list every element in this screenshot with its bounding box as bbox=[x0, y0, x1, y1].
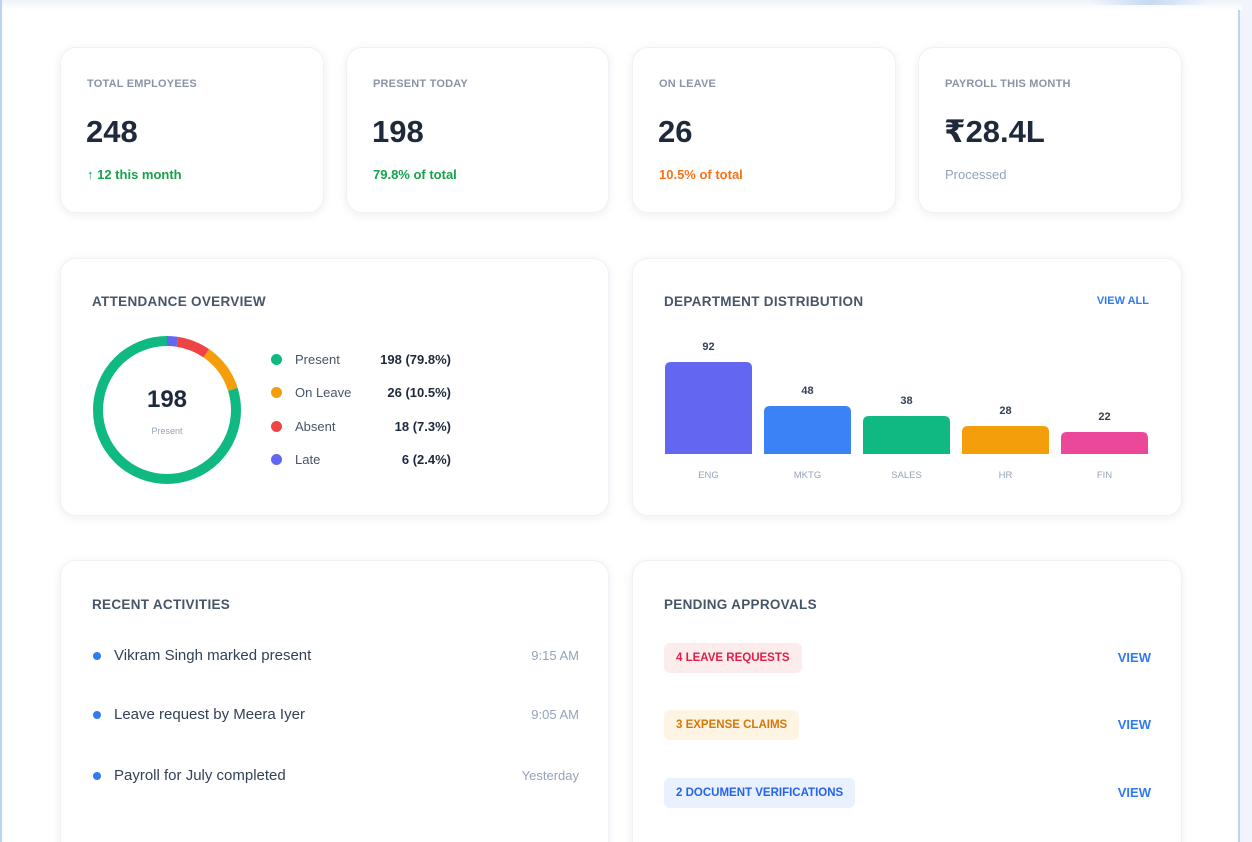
donut-segment-late bbox=[93, 336, 241, 484]
activity-item: Payroll for July completed Yesterday bbox=[93, 765, 579, 787]
top-accent bbox=[1090, 0, 1210, 5]
stat-value: 198 bbox=[372, 114, 424, 149]
bar-category-label: FIN bbox=[1097, 470, 1112, 481]
legend-label: Present bbox=[295, 352, 340, 367]
legend-label: Late bbox=[295, 452, 321, 467]
donut-center-value: 198 bbox=[146, 386, 188, 413]
approval-item-expense: 3 EXPENSE CLAIMS VIEW bbox=[664, 710, 1151, 740]
bar-value-label: 22 bbox=[1098, 411, 1110, 423]
bar-category-label: MKTG bbox=[794, 470, 821, 481]
bullet-dot bbox=[93, 711, 101, 719]
bar-fin bbox=[1061, 432, 1148, 454]
legend-label: On Leave bbox=[295, 385, 352, 400]
legend-item-on-leave: On Leave 26 (10.5%) bbox=[271, 383, 451, 403]
stat-sub: ↑ 12 this month bbox=[87, 167, 182, 182]
department-bar-chart: 92 ENG 48 MKTG 38 SALES 28 HR 22 FIN bbox=[665, 341, 1148, 481]
legend-item-absent: Absent 18 (7.3%) bbox=[271, 417, 451, 437]
view-all-link[interactable]: VIEW ALL bbox=[1096, 295, 1149, 307]
view-button[interactable]: VIEW bbox=[1117, 785, 1151, 800]
legend-item-present: Present 198 (79.8%) bbox=[271, 350, 451, 370]
bar-category-label: SALES bbox=[891, 470, 922, 481]
bar-hr bbox=[962, 426, 1049, 454]
approval-item-documents: 2 DOCUMENT VERIFICATIONS VIEW bbox=[664, 778, 1151, 808]
bar-value-label: 92 bbox=[702, 341, 714, 353]
stat-label: TOTAL EMPLOYEES bbox=[87, 78, 197, 90]
stat-card-on-leave: ON LEAVE 26 10.5% of total bbox=[632, 47, 896, 213]
stat-card-total-employees: TOTAL EMPLOYEES 248 ↑ 12 this month bbox=[60, 47, 324, 213]
approval-badge: 3 EXPENSE CLAIMS bbox=[664, 710, 800, 740]
legend-dot bbox=[271, 421, 282, 432]
stat-sub: Processed bbox=[945, 167, 1007, 182]
bar-category-label: HR bbox=[999, 470, 1013, 481]
card-title: PENDING APPROVALS bbox=[664, 597, 817, 612]
card-title: DEPARTMENT DISTRIBUTION bbox=[664, 294, 864, 309]
stat-card-payroll: PAYROLL THIS MONTH ₹28.4L Processed bbox=[918, 47, 1182, 213]
activity-text: Payroll for July completed bbox=[114, 767, 286, 784]
bar-value-label: 38 bbox=[900, 395, 912, 407]
stat-sub: 79.8% of total bbox=[373, 167, 457, 182]
activity-text: Leave request by Meera Iyer bbox=[114, 706, 305, 723]
card-title: RECENT ACTIVITIES bbox=[92, 597, 231, 612]
bullet-dot bbox=[93, 652, 101, 660]
approval-badge: 4 LEAVE REQUESTS bbox=[664, 643, 802, 673]
stat-value: 26 bbox=[658, 114, 693, 149]
bar-mktg bbox=[764, 406, 851, 454]
top-fade bbox=[2, 0, 1242, 10]
legend-dot bbox=[271, 354, 282, 365]
stat-label: PRESENT TODAY bbox=[373, 78, 468, 90]
legend-dot bbox=[271, 387, 282, 398]
recent-activities-card: RECENT ACTIVITIES Vikram Singh marked pr… bbox=[60, 560, 609, 842]
stat-value: 248 bbox=[86, 114, 138, 149]
activity-item: Vikram Singh marked present 9:15 AM bbox=[93, 645, 579, 667]
legend-value: 18 (7.3%) bbox=[394, 419, 451, 434]
legend-value: 26 (10.5%) bbox=[387, 385, 451, 400]
view-button[interactable]: VIEW bbox=[1117, 650, 1151, 665]
bar-value-label: 48 bbox=[801, 385, 813, 397]
approval-badge: 2 DOCUMENT VERIFICATIONS bbox=[664, 778, 856, 808]
donut-center-label: Present bbox=[151, 426, 183, 436]
legend-value: 6 (2.4%) bbox=[401, 452, 451, 467]
stat-value: ₹28.4L bbox=[944, 114, 1045, 149]
pending-approvals-card: PENDING APPROVALS 4 LEAVE REQUESTS VIEW … bbox=[632, 560, 1182, 842]
attendance-donut-chart bbox=[93, 336, 241, 484]
view-button[interactable]: VIEW bbox=[1117, 717, 1151, 732]
legend-item-late: Late 6 (2.4%) bbox=[271, 450, 451, 470]
activity-item: Leave request by Meera Iyer 9:05 AM bbox=[93, 704, 579, 726]
stat-label: ON LEAVE bbox=[659, 78, 717, 90]
bar-sales bbox=[863, 416, 950, 454]
bar-eng bbox=[665, 362, 752, 454]
approval-item-leave: 4 LEAVE REQUESTS VIEW bbox=[664, 643, 1151, 673]
legend-dot bbox=[271, 454, 282, 465]
bar-value-label: 28 bbox=[999, 405, 1011, 417]
activity-time: 9:05 AM bbox=[531, 707, 579, 722]
activity-time: 9:15 AM bbox=[531, 648, 579, 663]
stat-label: PAYROLL THIS MONTH bbox=[945, 78, 1071, 90]
legend-label: Absent bbox=[295, 419, 336, 434]
card-title: ATTENDANCE OVERVIEW bbox=[92, 294, 266, 309]
stat-card-present-today: PRESENT TODAY 198 79.8% of total bbox=[346, 47, 609, 213]
bar-category-label: ENG bbox=[698, 470, 719, 481]
stat-sub: 10.5% of total bbox=[659, 167, 743, 182]
activity-time: Yesterday bbox=[521, 768, 579, 783]
bullet-dot bbox=[93, 772, 101, 780]
department-distribution-card: DEPARTMENT DISTRIBUTION VIEW ALL 92 ENG 48… bbox=[632, 258, 1182, 516]
activity-text: Vikram Singh marked present bbox=[114, 647, 312, 664]
legend-value: 198 (79.8%) bbox=[380, 352, 451, 367]
attendance-overview-card: ATTENDANCE OVERVIEW 198 Present Present … bbox=[60, 258, 609, 516]
